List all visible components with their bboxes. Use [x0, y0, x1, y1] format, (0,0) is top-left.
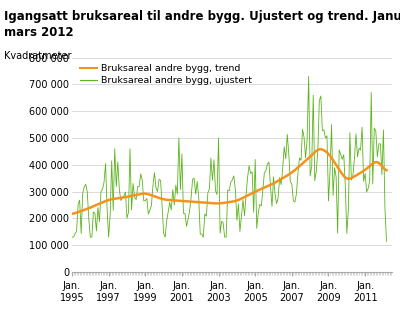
Legend: Bruksareal andre bygg, trend, Bruksareal andre bygg, ujustert: Bruksareal andre bygg, trend, Bruksareal…	[80, 64, 252, 85]
Text: Igangsatt bruksareal til andre bygg. Ujustert og trend. Januar 1995-
mars 2012: Igangsatt bruksareal til andre bygg. Uju…	[4, 10, 400, 39]
Text: Kvadratmeter: Kvadratmeter	[4, 51, 72, 61]
